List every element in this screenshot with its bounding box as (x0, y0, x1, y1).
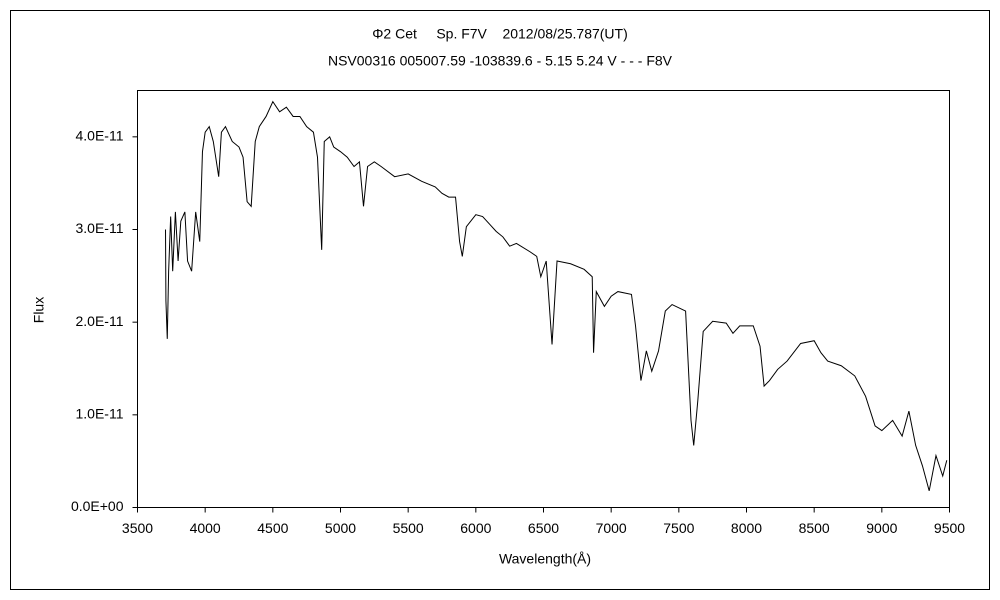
x-tick-label: 8500 (799, 520, 830, 536)
x-axis-label: Wavelength(Å) (499, 551, 591, 567)
chart-subtitle: NSV00316 005007.59 -103839.6 - 5.15 5.24… (328, 53, 673, 69)
chart-title: Φ2 Cet Sp. F7V 2012/08/25.787(UT) (372, 26, 628, 42)
x-tick-label: 9500 (934, 520, 965, 536)
x-tick-label: 5000 (325, 520, 356, 536)
x-tick-label: 7500 (663, 520, 694, 536)
x-tick-label: 4500 (257, 520, 288, 536)
y-tick-label: 2.0E-11 (76, 313, 124, 329)
x-tick-label: 6500 (528, 520, 559, 536)
frame (10, 10, 990, 590)
x-tick-label: 8000 (731, 520, 762, 536)
x-tick-label: 4000 (190, 520, 221, 536)
y-tick-label: 4.0E-11 (76, 128, 124, 144)
x-tick-label: 3500 (122, 520, 153, 536)
spectrum-line (165, 100, 948, 491)
y-axis-label: Flux (31, 297, 47, 323)
y-tick-label: 0.0E+00 (71, 498, 124, 514)
x-tick-label: 7000 (596, 520, 627, 536)
x-tick-label: 5500 (393, 520, 424, 536)
y-tick-label: 1.0E-11 (76, 406, 124, 422)
x-tick-label: 6000 (460, 520, 491, 536)
x-tick-label: 9000 (866, 520, 897, 536)
y-tick-label: 3.0E-11 (76, 220, 124, 236)
